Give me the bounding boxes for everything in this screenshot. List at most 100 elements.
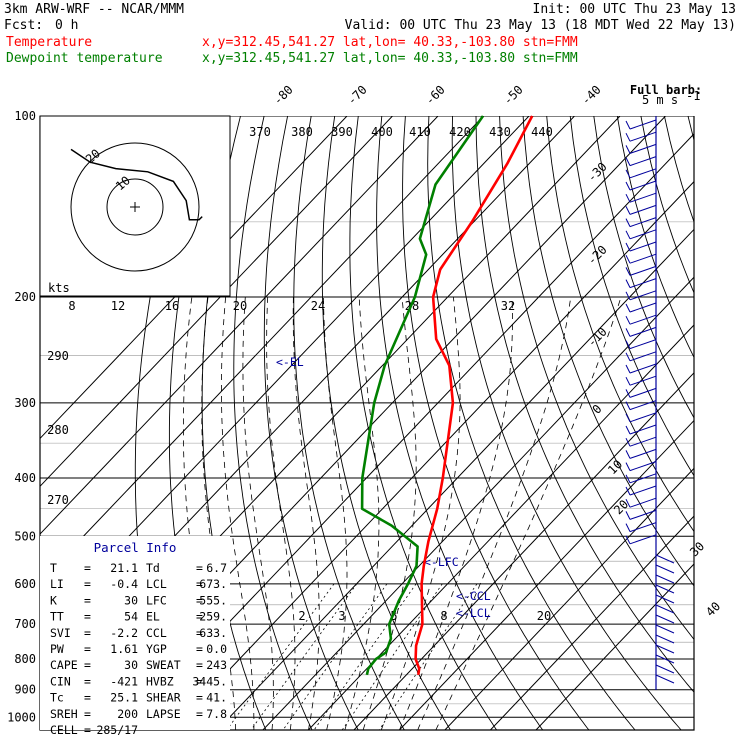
moist-adiabat-label-12: 12 <box>111 299 125 313</box>
wind-barb <box>625 363 657 374</box>
dry-adiabat-420 <box>593 116 694 419</box>
parcel-value-el: 259. <box>199 610 227 624</box>
mixing-ratio-20 <box>378 583 478 730</box>
barb-legend-title: Full barb: <box>630 83 702 97</box>
dry-adiabat-label-370: 370 <box>249 125 271 139</box>
parcel-key-shear: SHEAR <box>146 691 181 705</box>
wind-barb <box>625 522 657 533</box>
isotherm--80 <box>40 116 484 583</box>
isotherm-40 <box>444 467 694 730</box>
pressure-label-700: 700 <box>14 617 36 631</box>
wind-barb <box>655 584 675 594</box>
isotherm-label--70: -70 <box>345 83 370 108</box>
parcel-value-lcl: 673. <box>199 577 227 591</box>
mixing-ratio-3 <box>250 583 358 730</box>
dry-adiabat-400 <box>546 116 694 533</box>
dry-adiabat-label-380: 380 <box>291 125 313 139</box>
hodograph-ring-20 <box>70 142 200 272</box>
parcel-value-sreh: 200 <box>117 707 138 721</box>
parcel-eq: = <box>84 593 91 607</box>
moist-adiabat-label-32: 32 <box>501 299 515 313</box>
moist-adiabat-38 <box>435 296 622 730</box>
wind-barbs <box>625 116 675 690</box>
pressure-label-900: 900 <box>14 683 36 697</box>
dry-adiabat-370 <box>475 116 694 693</box>
isotherm-label--50: -50 <box>501 83 526 108</box>
wind-barb <box>625 143 657 154</box>
parcel-value-cell: 285/17 <box>96 723 138 737</box>
pressure-label-400: 400 <box>14 471 36 485</box>
wind-barb <box>625 351 657 362</box>
parcel-eq: = <box>84 691 91 705</box>
dry-adiabat-430 <box>616 116 694 359</box>
wind-barb <box>625 229 657 240</box>
dry-adiabat-label-420: 420 <box>449 125 471 139</box>
wind-barb <box>625 534 657 545</box>
wind-barb <box>655 614 675 624</box>
wind-barb <box>625 290 657 301</box>
parcel-value-ccl: 633. <box>199 626 227 640</box>
moist-adiabat-22 <box>362 296 417 730</box>
sounding-profiles <box>360 115 534 676</box>
wind-barb <box>625 253 657 264</box>
wind-barb <box>625 448 657 459</box>
parcel-info-box <box>40 536 230 730</box>
wind-barb <box>625 302 657 313</box>
parcel-eq: = <box>196 642 203 656</box>
parcel-value-k: 30 <box>124 593 138 607</box>
moist-adiabat-label-24: 24 <box>311 299 325 313</box>
parcel-key-cin: CIN <box>50 674 71 688</box>
level-marker-lcl: <-LCL <box>456 606 491 620</box>
dewpoint-profile <box>360 115 485 676</box>
parcel-info-title: Parcel Info <box>94 540 177 555</box>
moist-adiabat-label-16: 16 <box>165 299 179 313</box>
wind-barb <box>655 604 675 614</box>
parcel-eq: = <box>196 626 203 640</box>
isotherm-label--40: -40 <box>579 83 604 108</box>
plot-frame <box>39 116 695 731</box>
pressure-label-300: 300 <box>14 396 36 410</box>
wind-barb <box>625 412 657 423</box>
fcst-value: 0 h <box>55 18 78 33</box>
parcel-eq: = <box>84 658 91 672</box>
wind-barb <box>655 634 675 644</box>
barb-legend-exponent: -1 <box>686 89 700 103</box>
wind-barb <box>655 554 675 564</box>
isotherm-label--10: -10 <box>585 325 610 350</box>
parcel-value-pw: 1.61 <box>110 642 138 656</box>
parcel-value-cin: -421 <box>110 674 138 688</box>
moist-adiabat-30 <box>399 296 513 730</box>
parcel-eq: = <box>84 642 91 656</box>
dry-adiabat-360 <box>451 116 682 730</box>
moist-adiabat--2 <box>221 296 255 730</box>
isotherm-label--30: -30 <box>585 160 610 185</box>
pressure-label-800: 800 <box>14 652 36 666</box>
parcel-key-sweat: SWEAT <box>146 658 181 672</box>
wind-barb <box>625 168 657 179</box>
parcel-key-lfc: LFC <box>146 593 167 607</box>
frame-outline <box>39 116 695 731</box>
parcel-eq: = <box>196 577 203 591</box>
mixing-ratio-12 <box>341 583 443 730</box>
dry-adiabat-450 <box>663 116 694 224</box>
dry-adiabat-label-290: 290 <box>47 349 69 363</box>
wind-barb <box>625 509 657 520</box>
pressure-label-200: 200 <box>14 290 36 304</box>
isotherm-label--80: -80 <box>271 83 296 108</box>
moist-adiabat-34 <box>417 296 572 730</box>
wind-barb <box>625 326 657 337</box>
parcel-value-tt: 54 <box>124 610 138 624</box>
parcel-key-td: Td <box>146 561 160 575</box>
wind-barb <box>655 564 675 574</box>
mixing-ratio-label-2: 2 <box>298 609 305 623</box>
wind-barb <box>625 131 657 142</box>
wind-barb <box>625 278 657 289</box>
parcel-key-k: K <box>50 593 57 607</box>
parcel-key-cape: CAPE <box>50 658 78 672</box>
moist-adiabat-label-8: 8 <box>68 299 75 313</box>
dry-adiabat-350 <box>427 116 636 730</box>
dry-adiabat-280 <box>233 116 313 730</box>
isotherm-label-0: 0 <box>590 402 605 417</box>
isotherm--10 <box>217 228 694 730</box>
pressure-axis: 100 200 300 400 500 600 700 800 900 1000 <box>7 109 36 724</box>
